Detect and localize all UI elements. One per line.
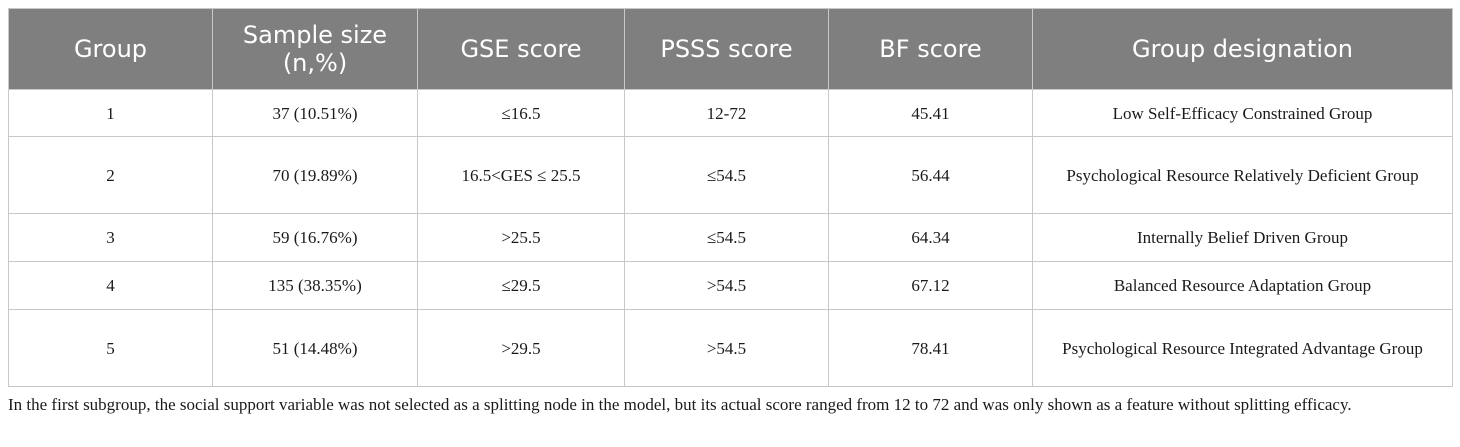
cell-group-designation: Psychological Resource Relatively Defici… [1032, 136, 1453, 214]
table-row: 1 37 (10.51%) ≤16.5 12-72 45.41 Low Self… [8, 89, 1453, 137]
table-row: 4 135 (38.35%) ≤29.5 >54.5 67.12 Balance… [8, 261, 1453, 310]
header-psss-score: PSSS score [624, 8, 829, 90]
cell-psss-score: >54.5 [624, 309, 829, 387]
header-group-designation: Group designation [1032, 8, 1453, 90]
cell-gse-score: 16.5<GES ≤ 25.5 [417, 136, 625, 214]
table-footnote: In the first subgroup, the social suppor… [8, 395, 1352, 414]
cell-sample-size: 51 (14.48%) [212, 309, 418, 387]
cell-psss-score: ≤54.5 [624, 213, 829, 262]
cell-group-designation: Psychological Resource Integrated Advant… [1032, 309, 1453, 387]
cell-bf-score: 67.12 [828, 261, 1033, 310]
cell-bf-score: 56.44 [828, 136, 1033, 214]
cell-psss-score: ≤54.5 [624, 136, 829, 214]
header-bf-score: BF score [828, 8, 1033, 90]
cell-group: 2 [8, 136, 213, 214]
group-summary-table: Group Sample size (n,%) GSE score PSSS s… [8, 8, 1453, 387]
header-gse-score: GSE score [417, 8, 625, 90]
cell-bf-score: 45.41 [828, 89, 1033, 137]
table-row: 2 70 (19.89%) 16.5<GES ≤ 25.5 ≤54.5 56.4… [8, 136, 1453, 214]
cell-sample-size: 59 (16.76%) [212, 213, 418, 262]
cell-group: 5 [8, 309, 213, 387]
cell-psss-score: 12-72 [624, 89, 829, 137]
cell-gse-score: ≤29.5 [417, 261, 625, 310]
cell-group-designation: Balanced Resource Adaptation Group [1032, 261, 1453, 310]
cell-group: 4 [8, 261, 213, 310]
cell-sample-size: 135 (38.35%) [212, 261, 418, 310]
cell-group: 3 [8, 213, 213, 262]
cell-group-designation: Internally Belief Driven Group [1032, 213, 1453, 262]
cell-gse-score: ≤16.5 [417, 89, 625, 137]
cell-sample-size: 37 (10.51%) [212, 89, 418, 137]
cell-bf-score: 78.41 [828, 309, 1033, 387]
cell-psss-score: >54.5 [624, 261, 829, 310]
data-table-container: Group Sample size (n,%) GSE score PSSS s… [8, 8, 1453, 387]
cell-bf-score: 64.34 [828, 213, 1033, 262]
cell-gse-score: >25.5 [417, 213, 625, 262]
cell-gse-score: >29.5 [417, 309, 625, 387]
header-sample-size: Sample size (n,%) [212, 8, 418, 90]
header-group: Group [8, 8, 213, 90]
table-row: 3 59 (16.76%) >25.5 ≤54.5 64.34 Internal… [8, 213, 1453, 262]
cell-sample-size: 70 (19.89%) [212, 136, 418, 214]
cell-group-designation: Low Self-Efficacy Constrained Group [1032, 89, 1453, 137]
cell-group: 1 [8, 89, 213, 137]
table-row: 5 51 (14.48%) >29.5 >54.5 78.41 Psycholo… [8, 309, 1453, 387]
table-header-row: Group Sample size (n,%) GSE score PSSS s… [8, 8, 1453, 90]
